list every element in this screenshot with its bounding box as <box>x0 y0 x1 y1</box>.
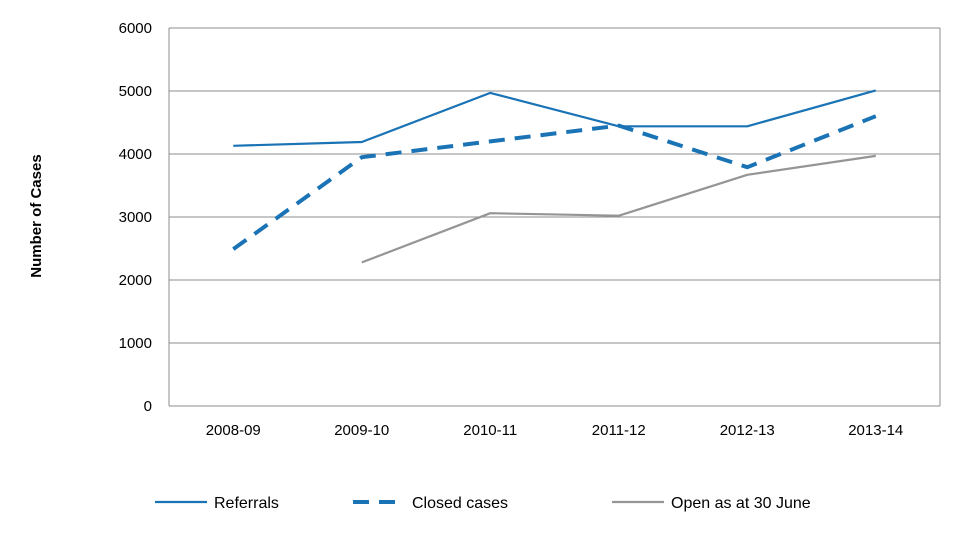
x-tick-label: 2011-12 <box>592 422 646 439</box>
legend-label: Referrals <box>214 495 279 512</box>
x-tick-label: 2013-14 <box>848 422 903 439</box>
series-line-referrals <box>233 89 877 147</box>
y-tick-label: 5000 <box>119 83 152 100</box>
series-line-closed-cases <box>232 114 877 251</box>
legend-label: Closed cases <box>412 495 508 512</box>
legend: Referrals Closed cases Open as at 30 June <box>155 495 811 512</box>
y-axis-label: Number of Cases <box>28 154 45 277</box>
x-tick-label: 2012-13 <box>720 422 775 439</box>
y-tick-label: 4000 <box>119 146 152 163</box>
legend-label: Open as at 30 June <box>671 495 811 512</box>
series-line-open-as-at-30-june <box>361 154 876 264</box>
series-lines <box>232 89 877 264</box>
y-tick-labels: 0 1000 2000 3000 4000 5000 6000 <box>119 20 152 415</box>
y-tick-label: 6000 <box>119 20 152 37</box>
axes <box>168 28 941 407</box>
x-tick-label: 2010-11 <box>463 422 517 439</box>
y-tick-label: 2000 <box>119 272 152 289</box>
x-tick-label: 2009-10 <box>334 422 389 439</box>
x-tick-label: 2008-09 <box>206 422 261 439</box>
x-tick-labels: 2008-09 2009-10 2010-11 2011-12 2012-13 2013-… <box>206 422 904 439</box>
y-tick-label: 1000 <box>119 335 152 352</box>
y-tick-label: 3000 <box>119 209 152 226</box>
grid-lines <box>169 27 940 344</box>
y-tick-label: 0 <box>144 398 152 415</box>
